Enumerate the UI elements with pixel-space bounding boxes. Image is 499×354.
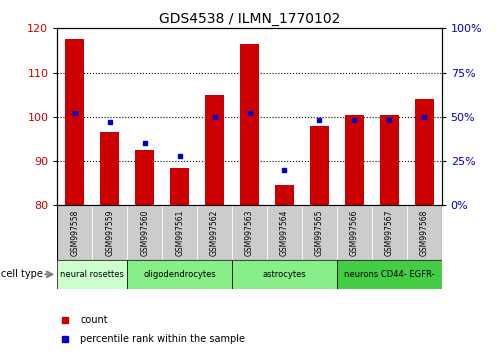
Bar [127,260,232,289]
Bar [57,205,92,260]
Text: neurons CD44- EGFR-: neurons CD44- EGFR- [344,270,435,279]
Bar [267,205,302,260]
Bar [92,205,127,260]
Bar [337,260,442,289]
Bar [407,205,442,260]
Text: GSM997561: GSM997561 [175,210,184,256]
Text: astrocytes: astrocytes [262,270,306,279]
Bar [415,99,434,205]
Bar [197,205,232,260]
Text: GSM997566: GSM997566 [350,210,359,256]
Text: neural rosettes: neural rosettes [60,270,124,279]
Text: GSM997567: GSM997567 [385,210,394,256]
Bar [380,115,399,205]
Text: GSM997568: GSM997568 [420,210,429,256]
Bar [302,205,337,260]
Bar [135,150,154,205]
Bar [232,205,267,260]
Bar [337,205,372,260]
Text: cell type: cell type [1,269,43,279]
Text: GSM997562: GSM997562 [210,210,219,256]
Text: oligodendrocytes: oligodendrocytes [143,270,216,279]
Bar [345,115,364,205]
Text: GSM997564: GSM997564 [280,210,289,256]
Text: GSM997560: GSM997560 [140,210,149,256]
Text: GSM997565: GSM997565 [315,210,324,256]
Bar [127,205,162,260]
Bar [275,185,294,205]
Text: GSM997558: GSM997558 [70,210,79,256]
Text: GSM997563: GSM997563 [245,210,254,256]
Bar [240,44,259,205]
Bar [162,205,197,260]
Bar [170,168,189,205]
Bar [100,132,119,205]
Bar [57,260,127,289]
Title: GDS4538 / ILMN_1770102: GDS4538 / ILMN_1770102 [159,12,340,26]
Bar [205,95,224,205]
Text: count: count [80,315,108,325]
Text: GSM997559: GSM997559 [105,210,114,256]
Text: percentile rank within the sample: percentile rank within the sample [80,333,246,344]
Bar [372,205,407,260]
Bar [310,126,329,205]
Bar [65,39,84,205]
Bar [232,260,337,289]
